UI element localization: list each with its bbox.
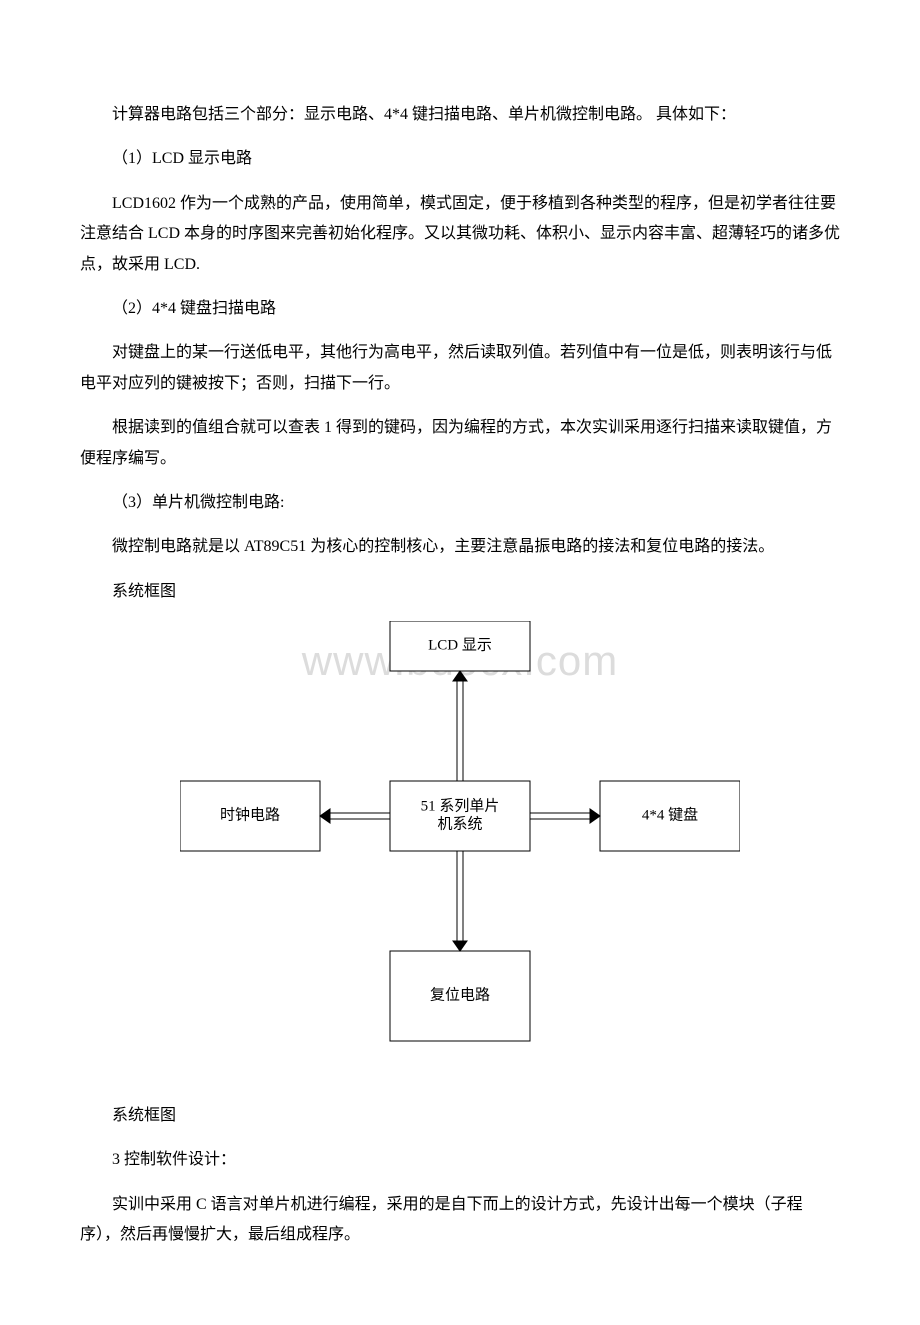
node-bottom-label: 复位电路 xyxy=(430,986,490,1004)
node-top-label: LCD 显示 xyxy=(428,638,492,654)
node-left-label: 时钟电路 xyxy=(220,807,280,824)
paragraph-lcd: LCD1602 作为一个成熟的产品，使用简单，模式固定，便于移植到各种类型的程序… xyxy=(80,189,840,280)
diagram-title-bottom: 系统框图 xyxy=(80,1101,840,1131)
paragraph-software: 实训中采用 C 语言对单片机进行编程，采用的是自下而上的设计方式，先设计出每一个… xyxy=(80,1190,840,1251)
heading-lcd: （1）LCD 显示电路 xyxy=(80,144,840,174)
paragraph-intro: 计算器电路包括三个部分：显示电路、4*4 键扫描电路、单片机微控制电路。 具体如… xyxy=(80,100,840,130)
paragraph-keypad-1: 对键盘上的某一行送低电平，其他行为高电平，然后读取列值。若列值中有一位是低，则表… xyxy=(80,338,840,399)
heading-software: 3 控制软件设计： xyxy=(80,1145,840,1175)
heading-keypad: （2）4*4 键盘扫描电路 xyxy=(80,294,840,324)
node-center-label: 51 系列单片 xyxy=(421,798,500,815)
paragraph-keypad-2: 根据读到的值组合就可以查表 1 得到的键码，因为编程的方式，本次实训采用逐行扫描… xyxy=(80,413,840,474)
diagram-svg: LCD 显示时钟电路 51 系列单片机系统 4*4 键盘复位电路 xyxy=(180,621,740,1061)
diagram-title-top: 系统框图 xyxy=(80,577,840,607)
node-right-label: 4*4 键盘 xyxy=(642,806,698,824)
heading-mcu: （3）单片机微控制电路: xyxy=(80,488,840,518)
node-center-label: 机系统 xyxy=(437,816,482,833)
system-block-diagram: www.bdocx.com LCD 显示时钟电路51 系列单片机系统4*4 键盘… xyxy=(80,621,840,1061)
paragraph-mcu: 微控制电路就是以 AT89C51 为核心的控制核心，主要注意晶振电路的接法和复位… xyxy=(80,532,840,562)
